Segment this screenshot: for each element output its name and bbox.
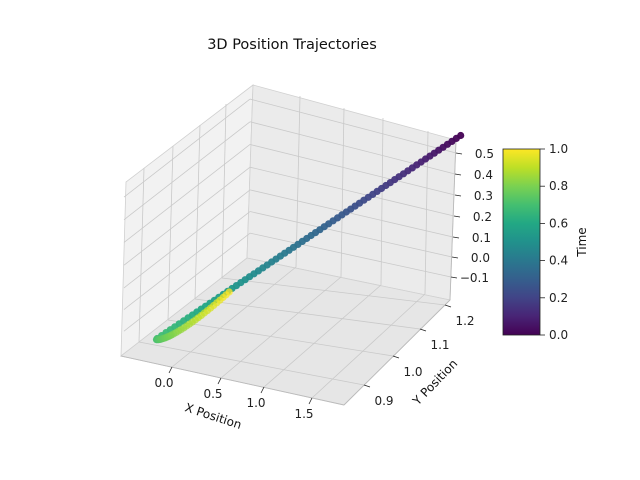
colorbar-ticks: 0.0 0.2 0.4 0.6 0.8 1.0 (540, 142, 568, 342)
y-gridline (221, 277, 446, 306)
z-axis-line (449, 139, 457, 301)
y-axis-line (343, 299, 451, 406)
chart-title: 3D Position Trajectories (207, 37, 377, 53)
x-tick-mark (260, 386, 265, 394)
y-tick-label: 1.0 (403, 365, 422, 379)
z-tick-mark (452, 236, 460, 239)
z-gridline (123, 211, 251, 310)
z-gridline (123, 189, 251, 289)
x-tick-label: 0.0 (154, 376, 173, 390)
y-tick-mark (444, 304, 452, 308)
axis-ticks: 0.0 0.5 1.0 1.5 0.9 1.0 1.1 1.2 −0.1 0.0 0.1 0.2 0.3… (154, 147, 494, 421)
x-gridline (340, 107, 345, 278)
axes-panes (120, 84, 457, 406)
x-tick-mark (168, 366, 173, 374)
x-tick-label: 1.5 (294, 407, 313, 421)
colorbar-tick-label: 0.2 (549, 291, 568, 305)
x-tick-mark (308, 397, 313, 405)
colorbar: 0.0 0.2 0.4 0.6 0.8 1.0 Time (502, 142, 589, 342)
z-tick-label: 0.2 (473, 210, 492, 224)
y-gridline (167, 145, 174, 321)
y-tick-mark (392, 355, 400, 359)
x-gridline (295, 95, 301, 268)
colorbar-label: Time (575, 227, 589, 257)
y-tick-mark (363, 384, 371, 388)
colorbar-tick-label: 0.6 (549, 216, 568, 230)
y-tick-label: 0.9 (374, 394, 393, 408)
y-gridline (167, 319, 394, 357)
x-gridline (311, 293, 426, 399)
x-tick-label: 1.0 (246, 396, 265, 410)
z-gridline (249, 211, 453, 258)
x-axis-label: X Position (183, 400, 243, 431)
z-gridline (123, 232, 251, 332)
z-tick-label: 0.3 (474, 189, 493, 203)
z-tick-mark (454, 173, 462, 176)
x-tick-label: 0.5 (203, 387, 222, 401)
z-gridline (123, 121, 251, 221)
y-gridline (138, 167, 145, 343)
y-gridline (194, 124, 201, 300)
axis-lines (120, 139, 457, 406)
z-tick-mark (450, 276, 458, 279)
z-tick-mark (451, 256, 459, 259)
y-gridline (194, 298, 421, 330)
z-tick-mark (455, 152, 463, 155)
x-tick-mark (217, 377, 222, 385)
z-gridline (249, 189, 454, 238)
y-tick-mark (419, 328, 427, 332)
z-gridline (123, 98, 251, 198)
colorbar-tick-label: 0.4 (549, 254, 568, 268)
z-gridline (249, 144, 456, 196)
z-gridline (249, 98, 457, 154)
y-tick-label: 1.2 (455, 314, 474, 328)
z-tick-label: 0.4 (474, 168, 493, 182)
x-gridline (380, 117, 384, 286)
z-tick-label: −0.1 (460, 271, 489, 285)
z-tick-mark (453, 215, 461, 218)
gridlines (123, 95, 457, 399)
colorbar-tick-label: 0.0 (549, 328, 568, 342)
z-tick-label: 0.5 (475, 147, 494, 161)
z-gridline (123, 166, 251, 266)
trajectory-point (225, 288, 233, 296)
x-gridline (171, 266, 297, 368)
z-gridline (249, 232, 452, 278)
colorbar-tick-label: 1.0 (549, 142, 568, 156)
z-gridline (123, 144, 251, 243)
z-tick-label: 0.0 (471, 251, 490, 265)
z-tick-label: 0.1 (472, 231, 491, 245)
z-tick-mark (454, 194, 462, 197)
y-gridline (138, 341, 365, 386)
y-gridline (221, 103, 227, 279)
y-tick-label: 1.1 (430, 338, 449, 352)
x-axis-line (120, 355, 345, 406)
colorbar-gradient (502, 148, 541, 336)
trajectory-series (152, 131, 465, 344)
z-gridline (249, 166, 455, 217)
colorbar-tick-label: 0.8 (549, 179, 568, 193)
